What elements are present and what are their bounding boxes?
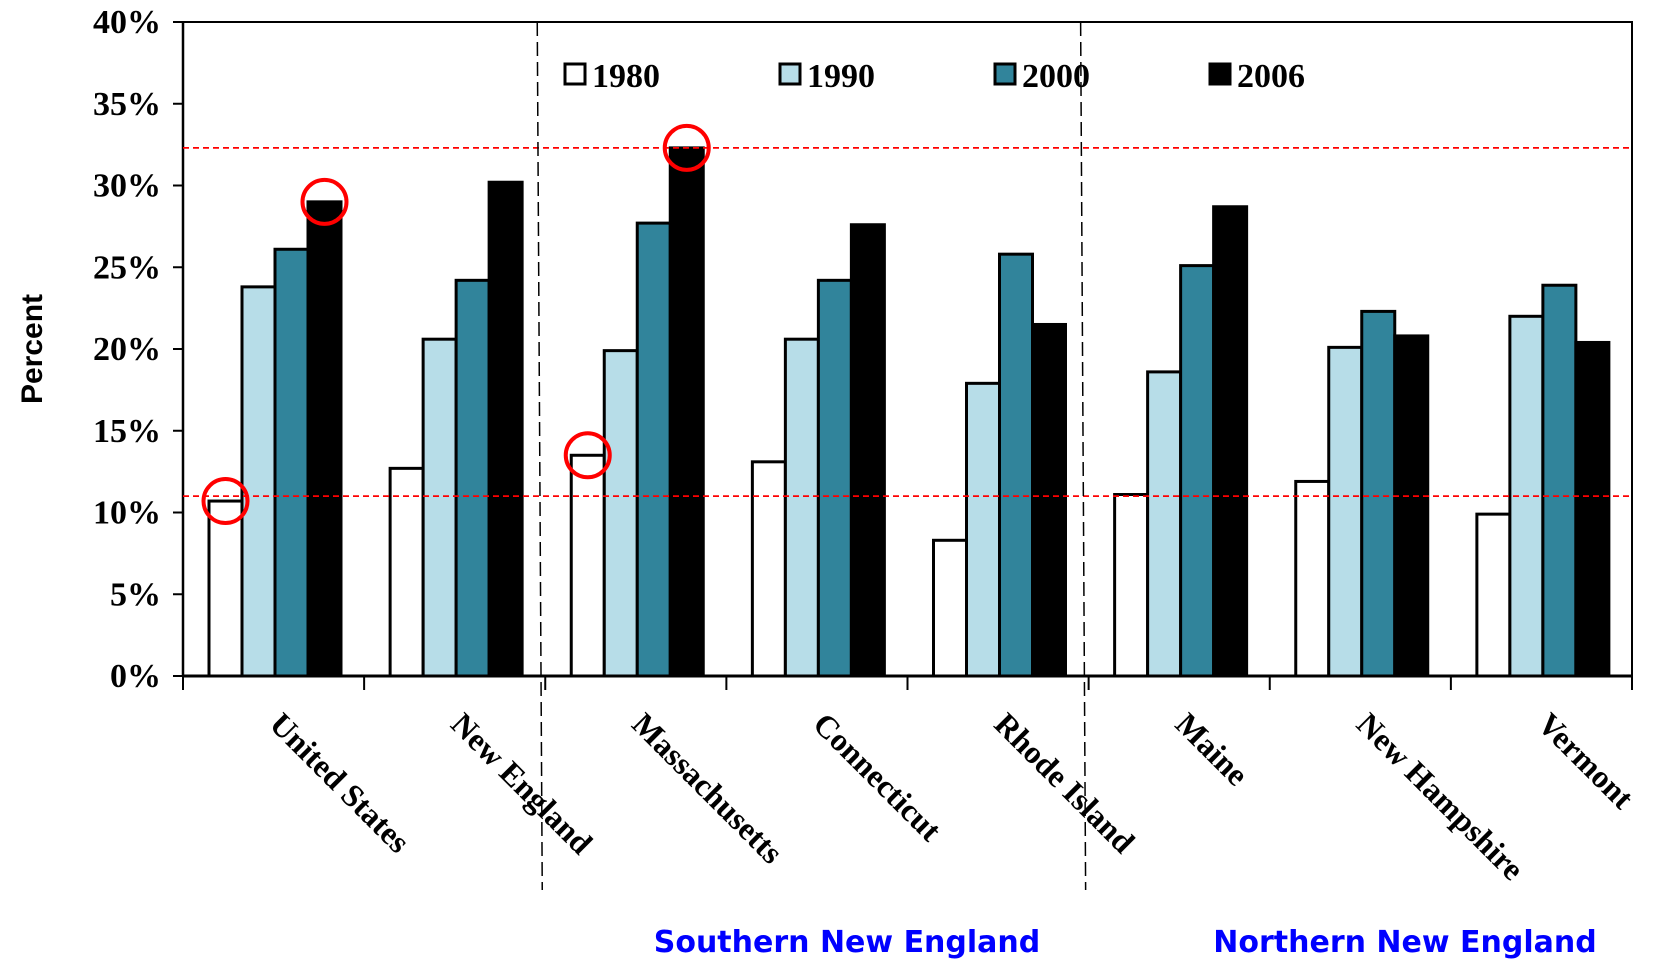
highlight-circle: [201, 477, 250, 526]
bar-2006-new-hampshire: [1393, 334, 1430, 678]
bar-1980-new-hampshire: [1294, 479, 1331, 678]
bar-2006-rhode-island: [1031, 322, 1067, 678]
bar-1990-united-states: [240, 285, 277, 678]
bar-1980-vermont: [1475, 512, 1512, 678]
bar-1990-new-hampshire: [1327, 345, 1364, 678]
bar-2000-maine: [1179, 264, 1216, 678]
bar-2006-connecticut: [849, 223, 886, 678]
bar-1990-new-england: [421, 337, 458, 678]
bar-2006-united-states: [306, 200, 343, 678]
highlight-circle: [662, 123, 711, 172]
y-tick-label: 5%: [110, 576, 161, 613]
bar-2000-massachusetts: [635, 221, 672, 678]
bar-2000-vermont: [1541, 283, 1578, 678]
bar-2006-massachusetts: [668, 146, 705, 678]
legend-label: 1980: [592, 58, 660, 95]
bar-1980-rhode-island: [932, 538, 968, 678]
y-tick-label: 20%: [93, 331, 161, 368]
bar-2000-connecticut: [816, 278, 853, 678]
y-tick-label: 35%: [93, 86, 161, 123]
bar-2000-united-states: [273, 247, 310, 678]
bar-1980-maine: [1113, 493, 1150, 678]
y-tick-label: 40%: [93, 4, 161, 41]
bar-1990-rhode-island: [965, 381, 1001, 678]
bar-2006-vermont: [1574, 340, 1611, 678]
y-tick-label: 30%: [93, 168, 161, 205]
bar-1980-new-england: [388, 466, 425, 678]
region-divider: [536, 21, 543, 891]
x-tick-label: New England: [444, 705, 600, 861]
region-divider: [1079, 21, 1087, 891]
y-tick-label: 25%: [93, 249, 161, 286]
x-tick-label: New Hampshire: [1350, 705, 1532, 887]
region-label: Southern New England: [654, 925, 1041, 960]
x-tick-label: Massachusetts: [625, 705, 790, 870]
bar-2000-new-england: [454, 278, 491, 678]
bar-2000-rhode-island: [998, 252, 1034, 678]
bar-1980-united-states: [207, 499, 244, 678]
bar-1990-maine: [1146, 370, 1183, 678]
highlight-circle: [300, 177, 349, 226]
x-tick-label: Rhode Island: [988, 705, 1143, 860]
region-label: Northern New England: [1213, 925, 1596, 960]
bar-2000-new-hampshire: [1360, 309, 1397, 678]
legend-swatch: [563, 62, 587, 86]
bar-2006-new-england: [487, 180, 524, 678]
legend-label: 2006: [1237, 58, 1305, 95]
bar-1980-massachusetts: [569, 453, 606, 678]
y-tick-label: 0%: [110, 658, 161, 695]
x-tick-label: United States: [263, 705, 417, 859]
bar-1990-connecticut: [783, 337, 820, 678]
y-tick-label: 15%: [93, 413, 161, 450]
legend-swatch: [993, 62, 1017, 86]
bar-1980-connecticut: [750, 460, 787, 678]
x-tick-label: Maine: [1169, 705, 1256, 792]
legend-swatch: [1208, 62, 1232, 86]
legend-label: 2000: [1022, 58, 1090, 95]
x-tick-label: Connecticut: [806, 705, 949, 848]
y-axis-title: Percent: [16, 294, 49, 404]
bar-1990-massachusetts: [602, 349, 639, 678]
x-tick-label: Vermont: [1531, 705, 1641, 815]
legend-swatch: [778, 62, 802, 86]
y-tick-label: 10%: [93, 495, 161, 532]
legend-label: 1990: [807, 58, 875, 95]
bar-2006-maine: [1212, 205, 1249, 678]
highlight-circle: [563, 431, 612, 480]
